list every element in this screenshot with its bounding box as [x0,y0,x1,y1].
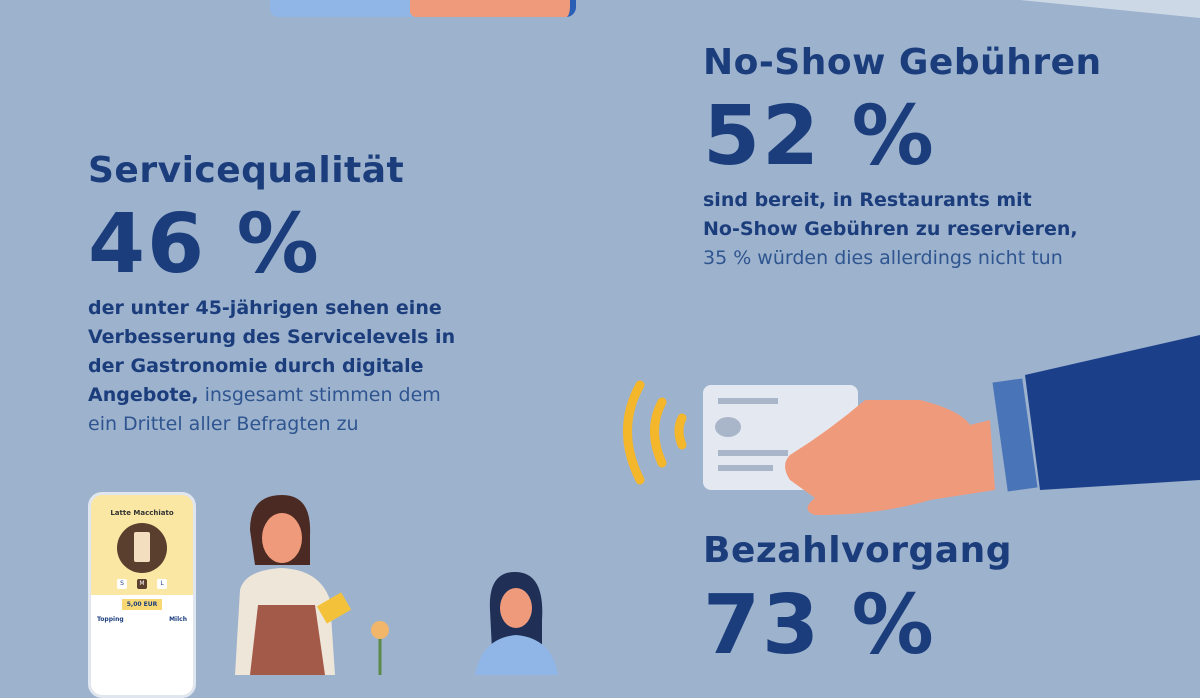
hand-icon [410,0,576,17]
no-show-text: sind bereit, in Restaurants mit No-Show … [703,186,1078,273]
no-show-title: No-Show Gebühren [703,42,1102,83]
coffee-cup-icon [117,523,167,573]
size-option: S [117,579,127,589]
payment-illustration [623,335,1200,515]
size-option: L [157,579,167,589]
payment-value: 73 % [703,578,936,673]
payment-title: Bezahlvorgang [703,530,1012,571]
restaurant-illustration [235,495,558,675]
phone-title: Latte Macchiato [110,509,174,517]
service-title: Servicequalität [88,150,405,191]
milk-label: Milch [169,616,187,623]
no-show-text-line: 35 % würden dies allerdings nicht tun [703,247,1063,269]
service-text-line: der Gastronomie durch digitale [88,355,424,377]
service-text-light: insgesamt stimmen dem [198,384,441,406]
no-show-value: 52 % [703,89,936,184]
service-text-line: Verbesserung des Servicelevels in [88,326,456,348]
size-option: M [137,579,147,589]
top-right-shape [1020,0,1200,18]
waitress-illustration [235,495,352,675]
service-text-bold: Angebote, [88,384,199,406]
phone-price: 5,00 EUR [122,599,162,610]
topping-label: Topping [97,616,124,623]
no-show-text-line: No-Show Gebühren zu reservieren, [703,218,1078,240]
service-value: 46 % [88,197,321,292]
service-text-line: ein Drittel aller Befragten zu [88,413,359,435]
phone-app-icon: Latte Macchiato S M L 5,00 EUR Topping M… [88,492,196,698]
service-text: der unter 45-jährigen sehen eine Verbess… [88,294,455,439]
customer-illustration [475,572,558,675]
flower-icon [371,621,389,675]
hand-icon [785,335,1200,515]
service-text-line: der unter 45-jährigen sehen eine [88,297,442,319]
no-show-text-line: sind bereit, in Restaurants mit [703,189,1032,211]
contactless-signal-icon [623,380,687,485]
